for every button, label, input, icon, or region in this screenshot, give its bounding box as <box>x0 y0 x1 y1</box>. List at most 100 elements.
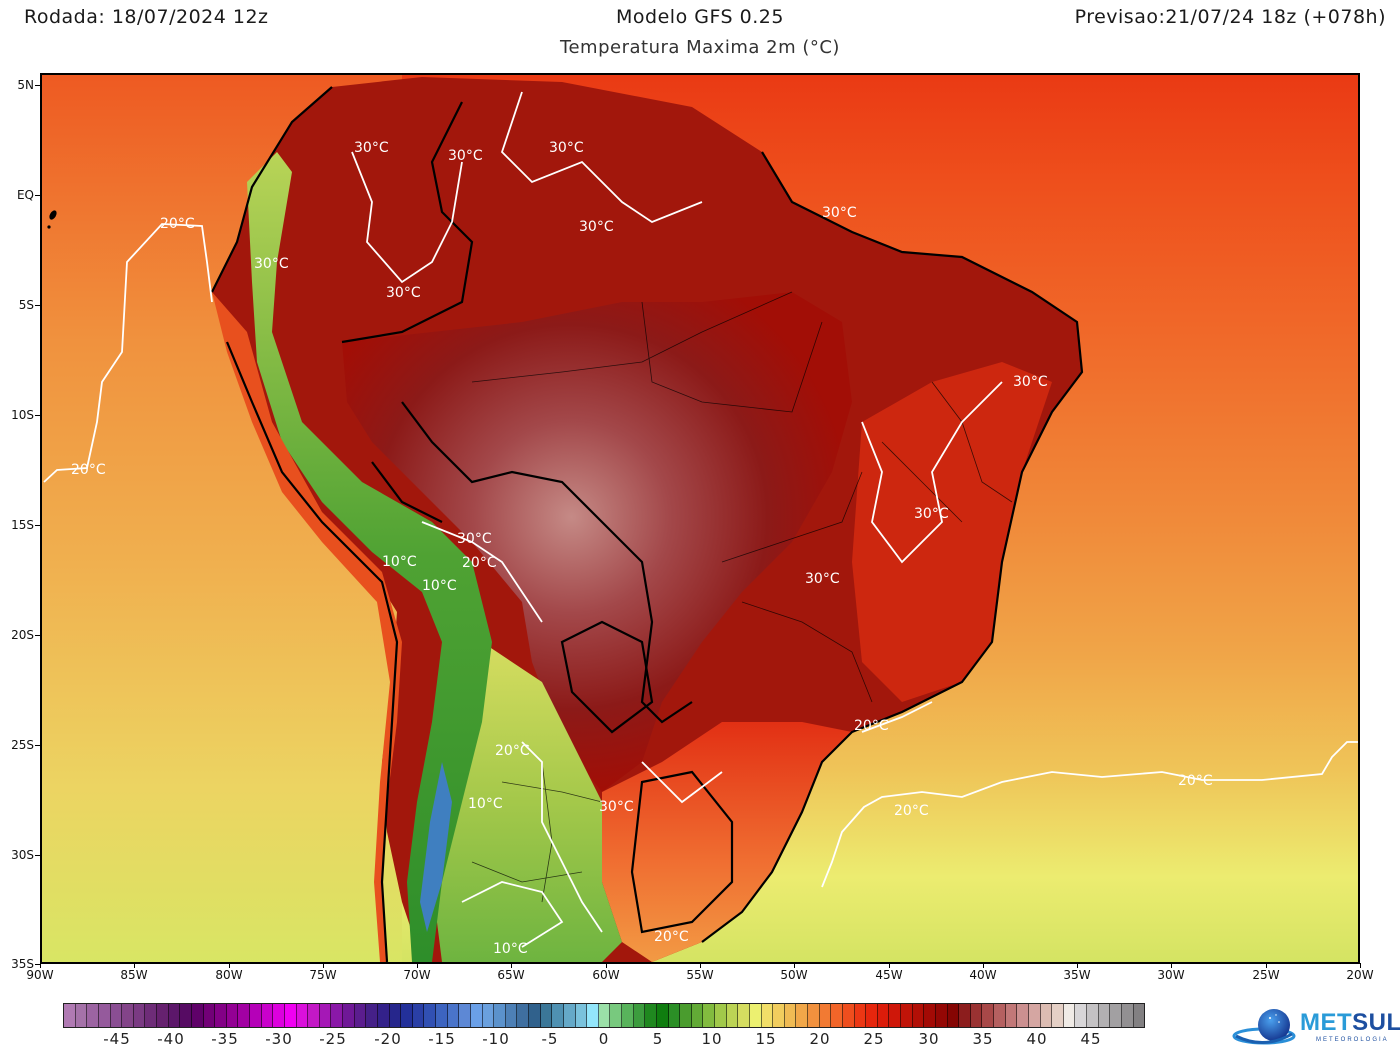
lat-tick: 20S <box>0 628 40 642</box>
colorbar-cell <box>145 1004 157 1027</box>
colorbar-cell <box>203 1004 216 1027</box>
colorbar-cell <box>831 1004 843 1027</box>
colorbar-cell <box>575 1004 588 1027</box>
colorbar-label: -25 <box>319 1030 347 1048</box>
globe-icon <box>1232 1009 1296 1045</box>
contour-label: 30°C <box>549 140 584 156</box>
lat-tick: 5S <box>0 298 40 312</box>
colorbar-cell <box>761 1004 774 1027</box>
colorbar-cell <box>912 1004 925 1027</box>
colorbar-cell <box>924 1004 936 1027</box>
colorbar-cell <box>633 1004 646 1027</box>
logo-tagline: METEOROLOGIA <box>1316 1037 1389 1043</box>
colorbar-cell <box>1087 1004 1099 1027</box>
colorbar-cell <box>238 1004 250 1027</box>
contour-label: 10°C <box>493 941 528 957</box>
colorbar-cell <box>598 1004 611 1027</box>
contour-labels: 30°C 30°C 30°C 30°C 30°C 30°C 30°C 20°C … <box>71 140 1213 957</box>
colorbar-cell <box>749 1004 762 1027</box>
colorbar-label: 0 <box>598 1030 610 1048</box>
lon-tick: 80W <box>204 963 254 982</box>
contour-label: 20°C <box>654 929 689 945</box>
colorbar-cell <box>1028 1004 1041 1027</box>
lon-tick: 55W <box>675 963 725 982</box>
colorbar-label: -45 <box>103 1030 131 1048</box>
colorbar-cell <box>1075 1004 1087 1027</box>
country-borders <box>211 86 1084 962</box>
colorbar-cell <box>901 1004 913 1027</box>
colorbar-label: 40 <box>1026 1030 1048 1048</box>
lon-tick: 75W <box>298 963 348 982</box>
colorbar-cell <box>122 1004 134 1027</box>
colorbar-cell <box>447 1004 460 1027</box>
colorbar-cell <box>680 1004 692 1027</box>
colorbar-cell <box>343 1004 355 1027</box>
colorbar-cell <box>540 1004 553 1027</box>
colorbar-cell <box>959 1004 971 1027</box>
colorbar-cell <box>808 1004 820 1027</box>
metsul-logo: METSUL METEOROLOGIA <box>1232 1006 1400 1048</box>
colorbar-cell <box>273 1004 285 1027</box>
colorbar-cell <box>947 1004 960 1027</box>
colorbar-cell <box>842 1004 855 1027</box>
forecast-time-label: Previsao:21/07/24 18z (+078h) <box>1074 6 1386 28</box>
colorbar-cell <box>1005 1004 1018 1027</box>
colorbar-cell <box>738 1004 750 1027</box>
colorbar-cell <box>1110 1004 1122 1027</box>
colorbar-cell <box>691 1004 704 1027</box>
lon-tick: 40W <box>958 963 1008 982</box>
colorbar-cell <box>773 1004 785 1027</box>
colorbar-cell <box>366 1004 378 1027</box>
contour-label: 30°C <box>1013 374 1048 390</box>
lat-tick: 10S <box>0 408 40 422</box>
lon-tick: 35W <box>1052 963 1102 982</box>
contour-label: 30°C <box>354 140 389 156</box>
colorbar-label: -10 <box>482 1030 510 1048</box>
colorbar-cell <box>1052 1004 1064 1027</box>
contour-label: 30°C <box>914 506 949 522</box>
colorbar-cell <box>796 1004 808 1027</box>
colorbar-cell <box>1017 1004 1029 1027</box>
temperature-map: 30°C 30°C 30°C 30°C 30°C 30°C 30°C 20°C … <box>40 73 1360 964</box>
colorbar-cell <box>645 1004 657 1027</box>
contour-label: 10°C <box>422 578 457 594</box>
colorbar-label: -35 <box>211 1030 239 1048</box>
colorbar-cell <box>656 1004 669 1027</box>
heat-core-region <box>342 292 852 792</box>
colorbar-cell <box>494 1004 506 1027</box>
colorbar-cell <box>1133 1004 1145 1027</box>
lon-tick: 60W <box>581 963 631 982</box>
lat-tick: 35S <box>0 957 40 971</box>
colorbar-cell <box>64 1004 76 1027</box>
contour-label: 20°C <box>854 718 889 734</box>
lon-tick: 30W <box>1146 963 1196 982</box>
contour-label: 20°C <box>71 462 106 478</box>
colorbar-label: 20 <box>809 1030 831 1048</box>
colorbar-label: -40 <box>157 1030 185 1048</box>
andes-coldest-peaks <box>420 762 452 932</box>
colorbar-cell <box>889 1004 901 1027</box>
colorbar-cell <box>284 1004 297 1027</box>
colorbar-label: -5 <box>541 1030 559 1048</box>
colorbar-cell <box>994 1004 1006 1027</box>
colorbar-cell <box>784 1004 797 1027</box>
colorbar-cell <box>354 1004 367 1027</box>
colorbar-label: 35 <box>972 1030 994 1048</box>
galapagos-island <box>49 210 57 220</box>
contour-label: 30°C <box>448 148 483 164</box>
colorbar-cell <box>412 1004 425 1027</box>
colorbar-cell <box>296 1004 309 1027</box>
colorbar-cell <box>819 1004 832 1027</box>
colorbar-cell <box>482 1004 495 1027</box>
colorbar-cell <box>215 1004 227 1027</box>
contour-label: 20°C <box>495 743 530 759</box>
colorbar-cell <box>935 1004 948 1027</box>
lon-tick: 85W <box>109 963 159 982</box>
lon-tick: 65W <box>486 963 536 982</box>
colorbar-cell <box>377 1004 390 1027</box>
lon-tick: 70W <box>392 963 442 982</box>
logo-sul: SUL <box>1352 1009 1400 1036</box>
colorbar-cell <box>389 1004 402 1027</box>
temperature-colorbar <box>63 1003 1145 1028</box>
colorbar-cell <box>226 1004 239 1027</box>
